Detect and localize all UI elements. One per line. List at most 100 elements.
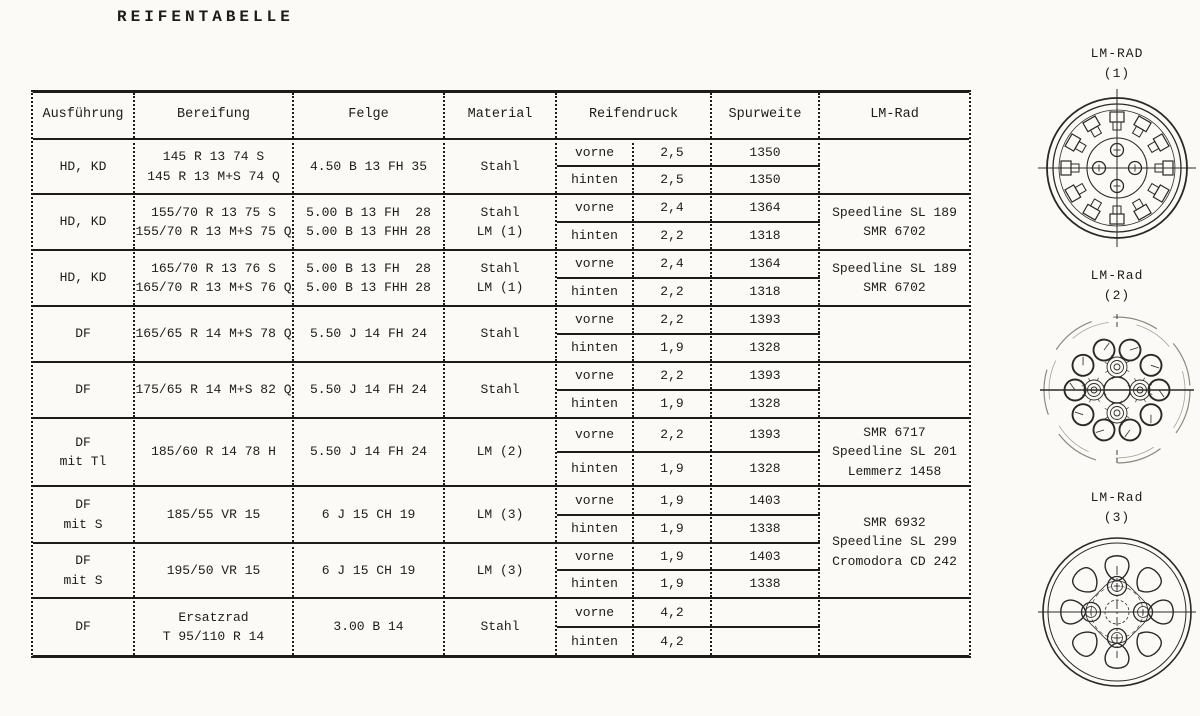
header-felge: Felge xyxy=(294,93,445,138)
cell-bereifung: 195/50 VR 15 xyxy=(135,542,294,597)
cell-bereifung: 185/60 R 14 78 H xyxy=(135,417,294,485)
cell-material: LM (3) xyxy=(445,542,557,597)
lm-rad-2-number: (2) xyxy=(1103,288,1131,303)
cell-material: LM (3) xyxy=(445,485,557,542)
lm-rad-1-label: LM-RAD xyxy=(1090,46,1144,61)
table-row: hinten 1,9 1328 xyxy=(33,389,969,417)
cell-lmrad: SMR 6717 Speedline SL 201 Lemmerz 1458 xyxy=(820,417,969,485)
cell-spurweite: 1364 xyxy=(712,249,820,277)
cell-spurweite: 1318 xyxy=(712,277,820,305)
table-row: DF 175/65 R 14 M+S 82 Q 5.50 J 14 FH 24 Sta… xyxy=(33,361,969,417)
cell-felge: 4.50 B 13 FH 35 xyxy=(294,138,445,193)
table-row: DF mit S 185/55 VR 15 6 J 15 CH 19 LM (3) vo… xyxy=(33,485,969,569)
table-row: HD, KD 155/70 R 13 75 S 155/70 R 13 M+S 7… xyxy=(33,193,969,249)
table-row: DF Ersatzrad T 95/110 R 14 3.00 B 14 Stahl v… xyxy=(33,597,969,655)
cell-position: hinten xyxy=(557,277,634,305)
lm-rad-1-figure: LM-RAD (1) xyxy=(1037,44,1197,260)
cell-ausfuehrung: HD, KD xyxy=(33,138,135,193)
lm-rad-1-number: (1) xyxy=(1103,66,1131,81)
cell-spurweite: 1393 xyxy=(712,361,820,389)
cell-felge: 5.50 J 14 FH 24 xyxy=(294,417,445,485)
cell-position: hinten xyxy=(557,569,634,597)
cell-position: hinten xyxy=(557,389,634,417)
cell-bereifung: 155/70 R 13 75 S 155/70 R 13 M+S 75 Q xyxy=(135,193,294,249)
table-row: hinten 1,9 1338 xyxy=(33,569,969,597)
cell-reifendruck-value: 2,5 xyxy=(634,138,712,165)
cell-reifendruck-value: 2,4 xyxy=(634,193,712,221)
table-row: hinten 1,9 1328 xyxy=(33,333,969,361)
cell-bereifung: 165/70 R 13 76 S 165/70 R 13 M+S 76 Q xyxy=(135,249,294,305)
cell-spurweite xyxy=(712,626,820,655)
cell-position: vorne xyxy=(557,305,634,333)
cell-lmrad: Speedline SL 189 SMR 6702 xyxy=(820,249,969,305)
cell-spurweite: 1328 xyxy=(712,333,820,361)
cell-reifendruck-value: 2,2 xyxy=(634,305,712,333)
header-ausfuehrung: Ausführung xyxy=(33,93,135,138)
cell-reifendruck-value: 1,9 xyxy=(634,485,712,514)
cell-lmrad xyxy=(820,361,969,417)
cell-position: hinten xyxy=(557,514,634,542)
cell-felge: 5.00 B 13 FH 28 5.00 B 13 FHH 28 xyxy=(294,193,445,249)
cell-felge: 5.50 J 14 FH 24 xyxy=(294,305,445,361)
cell-reifendruck-value: 4,2 xyxy=(634,626,712,655)
cell-ausfuehrung: DF xyxy=(33,597,135,655)
cell-ausfuehrung: DF mit Tl xyxy=(33,417,135,485)
table-row: HD, KD 165/70 R 13 76 S 165/70 R 13 M+S 7… xyxy=(33,249,969,305)
cell-position: vorne xyxy=(557,138,634,165)
cell-material: Stahl LM (1) xyxy=(445,249,557,305)
cell-spurweite: 1338 xyxy=(712,514,820,542)
table-row: hinten 1,9 1338 xyxy=(33,514,969,542)
cell-spurweite: 1328 xyxy=(712,389,820,417)
cell-spurweite: 1350 xyxy=(712,138,820,165)
cell-reifendruck-value: 2,2 xyxy=(634,361,712,389)
cell-reifendruck-value: 2,2 xyxy=(634,417,712,451)
lm-rad-3-figure: LM-Rad (3) xyxy=(1037,488,1197,712)
cell-position: hinten xyxy=(557,451,634,485)
cell-spurweite: 1318 xyxy=(712,221,820,249)
cell-reifendruck-value: 1,9 xyxy=(634,542,712,569)
tyre-table: Ausführung Bereifung Felge Material Reif… xyxy=(31,90,971,658)
cell-reifendruck-value: 2,5 xyxy=(634,165,712,193)
cell-material: Stahl xyxy=(445,138,557,193)
cell-reifendruck-value: 1,9 xyxy=(634,514,712,542)
cell-spurweite: 1338 xyxy=(712,569,820,597)
cell-spurweite: 1393 xyxy=(712,417,820,451)
cell-felge: 3.00 B 14 xyxy=(294,597,445,655)
cell-spurweite: 1403 xyxy=(712,485,820,514)
cell-bereifung: 185/55 VR 15 xyxy=(135,485,294,542)
cell-position: vorne xyxy=(557,542,634,569)
cell-position: vorne xyxy=(557,597,634,626)
cell-reifendruck-value: 1,9 xyxy=(634,569,712,597)
cell-position: hinten xyxy=(557,333,634,361)
cell-lmrad xyxy=(820,305,969,361)
cell-reifendruck-value: 1,9 xyxy=(634,451,712,485)
cell-material: Stahl LM (1) xyxy=(445,193,557,249)
cell-felge: 6 J 15 CH 19 xyxy=(294,485,445,542)
cell-lmrad xyxy=(820,597,969,655)
wheel-diagram-1-icon xyxy=(1038,89,1196,247)
cell-ausfuehrung: DF mit S xyxy=(33,485,135,542)
wheel-diagram-3-icon xyxy=(1038,537,1196,687)
cell-material: Stahl xyxy=(445,305,557,361)
cell-lmrad: SMR 6932 Speedline SL 299 Cromodora CD 2… xyxy=(820,485,969,597)
cell-ausfuehrung: DF xyxy=(33,305,135,361)
cell-ausfuehrung: HD, KD xyxy=(33,249,135,305)
cell-position: vorne xyxy=(557,417,634,451)
cell-bereifung: Ersatzrad T 95/110 R 14 xyxy=(135,597,294,655)
cell-spurweite: 1350 xyxy=(712,165,820,193)
header-lmrad: LM-Rad xyxy=(870,107,919,123)
cell-spurweite: 1403 xyxy=(712,542,820,569)
cell-position: vorne xyxy=(557,361,634,389)
wheel-diagram-2-icon xyxy=(1040,314,1194,466)
table-row: HD, KD 145 R 13 74 S 145 R 13 M+S 74 Q 4.5… xyxy=(33,138,969,193)
lm-rad-3-number: (3) xyxy=(1103,510,1131,525)
table-row: DF mit Tl 185/60 R 14 78 H 5.50 J 14 FH 24… xyxy=(33,417,969,485)
cell-position: vorne xyxy=(557,193,634,221)
cell-position: hinten xyxy=(557,165,634,193)
cell-spurweite: 1364 xyxy=(712,193,820,221)
cell-bereifung: 145 R 13 74 S 145 R 13 M+S 74 Q xyxy=(135,138,294,193)
table-row: hinten 2,5 1350 xyxy=(33,165,969,193)
cell-lmrad xyxy=(820,138,969,193)
table-row: hinten 1,9 1328 xyxy=(33,451,969,485)
cell-bereifung: 165/65 R 14 M+S 78 Q xyxy=(135,305,294,361)
